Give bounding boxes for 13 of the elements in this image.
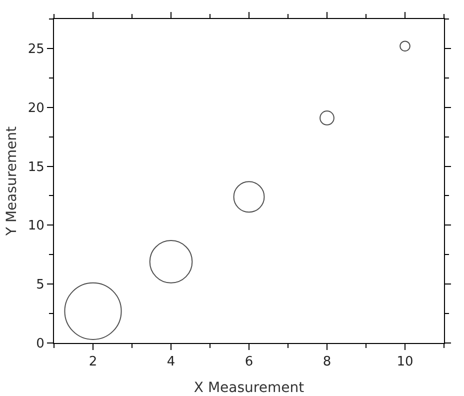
y-tick-label: 15 [28,160,44,175]
x-tick-label: 10 [396,354,414,370]
y-tick-label: 25 [28,42,44,57]
x-tick-label: 6 [244,354,254,370]
y-tick-label: 10 [28,218,44,234]
y-tick-label: 0 [36,336,44,352]
x-axis-title: X Measurement [194,380,305,396]
y-tick-label: 5 [36,278,44,293]
y-axis-title: Y Measurement [4,126,20,237]
x-tick-label: 2 [88,354,98,370]
y-tick-label: 20 [28,100,44,116]
x-tick-label: 4 [166,354,176,370]
x-tick-label: 8 [322,354,332,370]
